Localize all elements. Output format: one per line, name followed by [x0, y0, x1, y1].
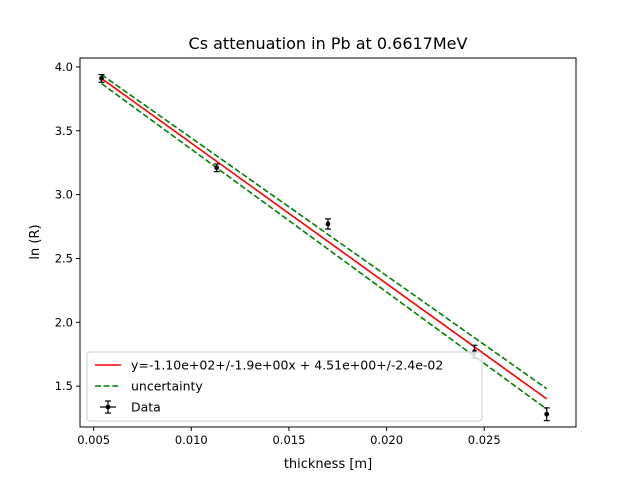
y-tick-label: 1.5	[55, 379, 73, 393]
y-tick-label: 3.0	[55, 188, 73, 202]
y-tick-label: 2.5	[55, 251, 73, 265]
y-axis-label: ln (R)	[28, 224, 43, 259]
data-marker	[544, 411, 550, 417]
x-axis: 0.005 0.010 0.015 0.020 0.025	[77, 427, 501, 447]
legend-label: uncertainty	[131, 379, 203, 394]
y-tick-label: 4.0	[55, 60, 73, 74]
legend-label: y=-1.10e+02+/-1.9e+00x + 4.51e+00+/-2.4e…	[131, 358, 443, 373]
y-axis: 1.5 2.0 2.5 3.0 3.5 4.0	[55, 60, 80, 393]
data-marker	[99, 76, 104, 81]
y-tick-label: 3.5	[55, 124, 73, 138]
legend: y=-1.10e+02+/-1.9e+00x + 4.51e+00+/-2.4e…	[86, 351, 483, 422]
data-point	[213, 163, 220, 173]
x-tick-label: 0.010	[175, 433, 208, 447]
data-marker	[325, 221, 331, 227]
x-tick-label: 0.020	[370, 433, 403, 447]
data-point	[98, 73, 105, 83]
chart-title: Cs attenuation in Pb at 0.6617MeV	[189, 34, 468, 53]
series-line-1	[101, 73, 548, 390]
plot-frame	[79, 57, 577, 428]
x-axis-label: thickness [m]	[284, 457, 372, 472]
x-tick-label: 0.005	[77, 433, 110, 447]
legend-entry: y=-1.10e+02+/-1.9e+00x + 4.51e+00+/-2.4e…	[95, 358, 443, 373]
legend-entry: uncertainty	[95, 379, 203, 394]
x-tick-label: 0.025	[468, 433, 501, 447]
legend-swatch	[105, 404, 111, 410]
legend-label: Data	[131, 400, 161, 415]
data-marker	[214, 165, 220, 171]
legend-box	[86, 351, 483, 422]
x-tick-label: 0.015	[272, 433, 305, 447]
data-point	[543, 407, 550, 422]
legend-entry: Data	[100, 400, 161, 415]
data-point	[325, 218, 331, 230]
y-tick-label: 2.0	[55, 315, 73, 329]
